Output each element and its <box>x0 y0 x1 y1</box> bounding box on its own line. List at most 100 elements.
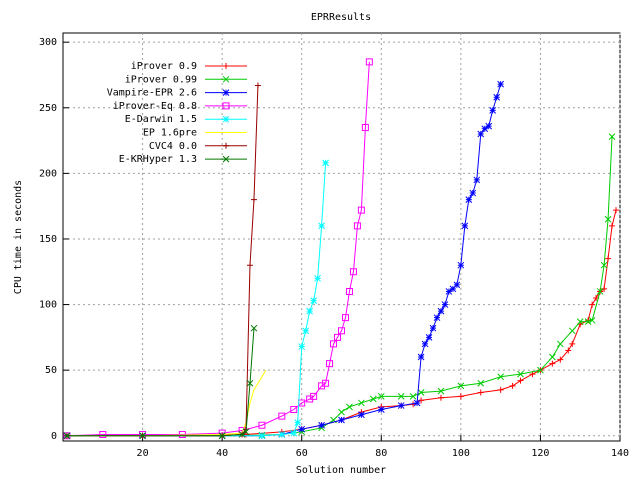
data-point <box>549 353 556 361</box>
plot-border <box>62 32 621 442</box>
data-point <box>258 432 266 440</box>
data-point <box>613 207 620 214</box>
legend-label: EP 1.6pre <box>143 128 197 139</box>
data-point <box>417 389 425 396</box>
data-point <box>469 189 477 197</box>
data-point <box>246 379 254 387</box>
data-point <box>358 411 365 419</box>
series-line <box>66 136 613 437</box>
data-point <box>322 379 330 387</box>
chart-title: EPRResults <box>311 12 371 23</box>
data-point <box>588 316 596 324</box>
data-point <box>294 419 302 426</box>
data-point <box>246 262 253 269</box>
data-point <box>549 360 556 367</box>
series-line <box>66 61 370 437</box>
data-point <box>609 222 616 229</box>
data-point <box>517 370 524 378</box>
data-point <box>369 395 377 403</box>
data-point <box>477 389 484 396</box>
data-point <box>341 314 349 322</box>
x-tick-label: 40 <box>216 448 228 459</box>
data-point <box>318 222 325 230</box>
data-point <box>302 327 310 335</box>
data-point <box>326 360 334 368</box>
legend-label: E-Darwin 1.5 <box>125 114 197 125</box>
data-point <box>139 432 146 440</box>
data-point <box>457 261 465 269</box>
data-point <box>584 318 592 325</box>
data-point <box>568 327 576 335</box>
y-tick-label: 250 <box>39 103 57 114</box>
data-point <box>397 402 405 409</box>
data-point <box>338 327 345 335</box>
series-line <box>66 328 255 437</box>
data-point <box>346 403 353 411</box>
data-point <box>349 268 357 276</box>
data-point <box>418 397 425 404</box>
x-tick-label: 120 <box>531 448 549 459</box>
data-point <box>365 58 373 66</box>
legend-label: Vampire-EPR 2.6 <box>107 88 197 99</box>
data-point <box>441 301 449 308</box>
data-point <box>461 222 469 230</box>
data-point <box>357 206 365 214</box>
data-point <box>417 353 425 361</box>
legend-marker <box>222 155 230 163</box>
legend-marker <box>222 115 230 123</box>
data-point <box>338 408 345 416</box>
data-point <box>278 412 286 420</box>
data-point <box>600 261 608 269</box>
data-point <box>413 399 421 407</box>
data-point <box>242 428 250 436</box>
data-point <box>608 133 616 140</box>
data-point <box>509 382 516 389</box>
data-point <box>589 301 596 308</box>
x-tick-label: 140 <box>611 448 629 459</box>
series-line <box>66 369 267 437</box>
data-point <box>601 285 608 292</box>
data-point <box>605 255 612 262</box>
data-point <box>377 393 385 400</box>
series-line <box>66 209 617 437</box>
data-point <box>314 274 321 282</box>
data-point <box>254 82 261 89</box>
legend-label: iProver-Eq 0.8 <box>113 101 197 112</box>
data-point <box>290 429 298 437</box>
data-point <box>557 356 564 363</box>
data-point <box>429 324 437 332</box>
legend-marker <box>222 102 230 110</box>
x-tick-label: 20 <box>137 448 149 459</box>
y-tick-label: 100 <box>39 300 57 311</box>
data-point <box>437 387 445 395</box>
data-point <box>345 287 353 295</box>
data-point <box>604 215 612 223</box>
legend-marker <box>223 63 229 69</box>
x-axis-label: Solution number <box>296 465 386 476</box>
data-point <box>457 393 464 400</box>
data-point <box>477 379 485 387</box>
legend-label: iProver 0.9 <box>131 61 197 72</box>
y-tick-label: 150 <box>39 234 57 245</box>
data-point <box>437 307 445 315</box>
data-point <box>377 406 385 413</box>
data-point <box>338 416 345 424</box>
data-point <box>306 307 314 315</box>
data-point <box>310 297 318 304</box>
data-point <box>258 421 266 429</box>
data-point <box>453 281 461 289</box>
data-point <box>517 377 524 384</box>
data-point <box>310 392 318 400</box>
data-point <box>318 421 325 429</box>
data-point <box>334 333 342 341</box>
data-point <box>465 196 473 203</box>
data-point <box>576 318 584 325</box>
data-point <box>322 159 329 167</box>
legend-label: CVC4 0.0 <box>149 141 197 152</box>
data-point <box>290 406 298 414</box>
data-point <box>250 324 258 332</box>
y-tick-label: 50 <box>45 365 57 376</box>
data-point <box>569 340 576 347</box>
data-point <box>489 107 497 114</box>
data-point <box>497 80 504 88</box>
